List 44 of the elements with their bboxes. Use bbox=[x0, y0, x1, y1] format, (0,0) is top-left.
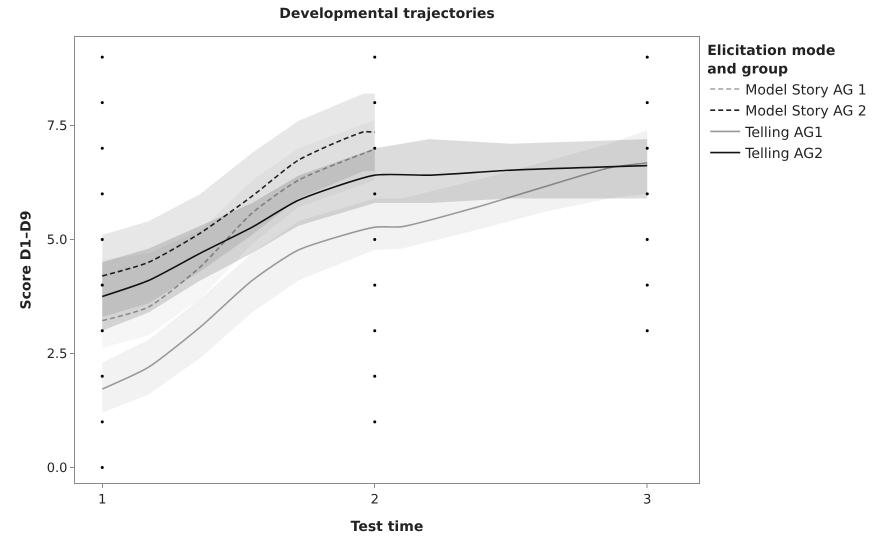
point bbox=[100, 101, 104, 104]
point bbox=[646, 238, 649, 241]
point bbox=[373, 146, 376, 150]
point bbox=[373, 374, 376, 378]
chart-title: Developmental trajectories bbox=[279, 6, 495, 22]
point bbox=[373, 192, 376, 196]
point bbox=[373, 284, 376, 287]
point bbox=[646, 101, 649, 104]
point bbox=[100, 284, 104, 287]
legend-label: Telling AG1 bbox=[744, 124, 824, 141]
point bbox=[646, 56, 649, 59]
point bbox=[100, 466, 104, 469]
legend-label: Model Story AG 2 bbox=[745, 104, 867, 120]
x-tick-label: 2 bbox=[370, 492, 379, 508]
line-series bbox=[101, 164, 648, 298]
y-tick-label: 5.0 bbox=[46, 233, 68, 248]
legend-title: Elicitation mode and group bbox=[707, 43, 836, 78]
point bbox=[373, 420, 376, 424]
point bbox=[100, 329, 104, 332]
point bbox=[373, 329, 376, 332]
point bbox=[100, 374, 104, 378]
y-tick-label: 7.5 bbox=[46, 119, 68, 134]
line-series bbox=[101, 162, 648, 390]
point bbox=[373, 101, 376, 104]
point bbox=[646, 146, 649, 150]
y-axis-title: Score D1–D9 bbox=[18, 210, 34, 310]
point bbox=[646, 192, 649, 196]
x-tick-label: 1 bbox=[98, 492, 106, 508]
point bbox=[100, 238, 104, 241]
point bbox=[100, 192, 104, 196]
point bbox=[373, 56, 376, 59]
point bbox=[100, 146, 104, 150]
y-tick-label: 0.0 bbox=[46, 461, 68, 476]
point bbox=[646, 329, 649, 332]
legend-label: Telling AG2 bbox=[744, 146, 824, 162]
y-tick-label: 2.5 bbox=[46, 347, 68, 362]
line-series bbox=[101, 130, 376, 277]
legend-label: Model Story AG 1 bbox=[745, 82, 867, 98]
point bbox=[100, 56, 104, 59]
point bbox=[100, 420, 104, 424]
x-axis-title: Test time bbox=[350, 518, 424, 535]
point bbox=[373, 238, 376, 241]
point bbox=[646, 284, 649, 287]
x-tick-label: 3 bbox=[643, 492, 652, 508]
